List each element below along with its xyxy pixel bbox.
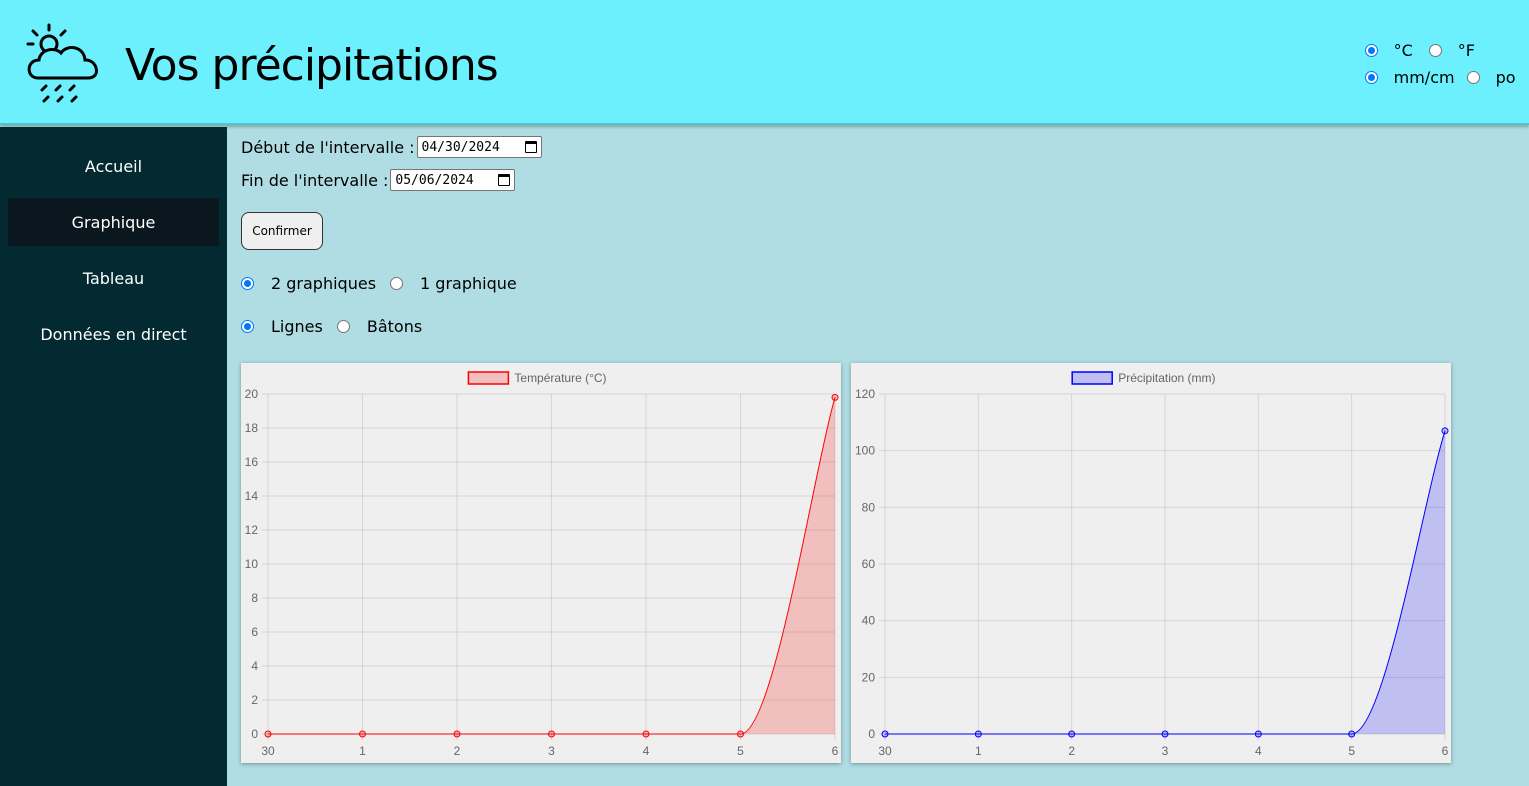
bars-label: Bâtons	[366, 317, 423, 336]
y-tick-label: 8	[251, 591, 258, 605]
x-tick-label: 30	[878, 744, 892, 758]
y-tick-label: 120	[855, 387, 875, 401]
start-date-value: 04/30/2024	[421, 139, 500, 155]
lines-radio[interactable]	[241, 320, 254, 333]
data-point[interactable]	[453, 730, 461, 738]
calendar-icon[interactable]	[524, 141, 537, 153]
data-point[interactable]	[1441, 427, 1449, 435]
y-tick-label: 20	[862, 670, 876, 684]
sidebar-item-accueil[interactable]: Accueil	[84, 156, 143, 176]
x-tick-label: 2	[454, 744, 461, 758]
data-point[interactable]	[737, 730, 744, 738]
inch-radio[interactable]	[1466, 71, 1480, 84]
data-point[interactable]	[359, 730, 366, 738]
page-title: Vos précipitations	[125, 40, 499, 91]
one-chart-radio[interactable]	[390, 277, 404, 290]
series-line	[268, 397, 836, 735]
y-tick-label: 40	[862, 614, 876, 628]
x-tick-label: 5	[1348, 744, 1355, 758]
x-tick-label: 30	[261, 744, 275, 758]
data-point[interactable]	[642, 730, 650, 738]
temp-unit-row: °C °F	[1364, 37, 1519, 64]
y-tick-label: 14	[245, 489, 259, 503]
end-date-row: Fin de l'intervalle : 05/06/2024	[241, 169, 516, 191]
y-tick-label: 100	[855, 444, 875, 458]
start-date-label: Début de l'intervalle :	[241, 137, 415, 157]
x-tick-label: 3	[548, 744, 555, 758]
y-tick-label: 2	[251, 693, 258, 707]
data-point[interactable]	[264, 730, 272, 738]
layout-options: 2 graphiques 1 graphique	[241, 274, 531, 293]
style-options: Lignes Bâtons	[241, 317, 436, 336]
data-point[interactable]	[548, 730, 555, 738]
calendar-icon[interactable]	[498, 174, 511, 186]
x-tick-label: 1	[975, 744, 982, 758]
precip-unit-row: mm/cm po	[1364, 64, 1519, 91]
unit-selector: °C °F mm/cm po	[1364, 37, 1519, 91]
y-tick-label: 4	[251, 659, 258, 673]
temperature-chart: Température (°C) 0 2 4 6 8 10 12 14 16 18 20 30 1 2 3 4 5…	[241, 363, 841, 763]
start-date-row: Début de l'intervalle : 04/30/2024	[241, 136, 542, 158]
data-point[interactable]	[1348, 730, 1356, 738]
data-point[interactable]	[1254, 730, 1262, 738]
x-tick-label: 6	[1442, 744, 1449, 758]
precipitation-chart-svg: Précipitation (mm) 0 20 40 60 80 100 120 30 1 2 3 4 5…	[855, 371, 1449, 758]
legend-label[interactable]: Température (°C)	[514, 371, 606, 385]
two-charts-radio[interactable]	[241, 277, 254, 290]
legend-swatch[interactable]	[467, 371, 510, 385]
series-line	[885, 430, 1446, 735]
lines-label: Lignes	[271, 317, 323, 336]
x-tick-label: 5	[737, 744, 744, 758]
y-tick-label: 6	[251, 625, 258, 639]
fahrenheit-label: °F	[1457, 41, 1475, 60]
y-tick-label: 20	[245, 387, 259, 401]
celsius-radio[interactable]	[1364, 44, 1378, 57]
fahrenheit-radio[interactable]	[1428, 44, 1442, 57]
x-tick-label: 3	[1162, 744, 1169, 758]
y-tick-label: 60	[862, 557, 876, 571]
confirm-button[interactable]: Confirmer	[241, 212, 323, 250]
end-date-input[interactable]: 05/06/2024	[390, 169, 516, 191]
y-tick-label: 16	[245, 455, 259, 469]
data-point[interactable]	[1068, 730, 1076, 738]
x-tick-label: 6	[832, 744, 839, 758]
cloud-sun-rain-icon	[26, 23, 98, 103]
data-point[interactable]	[1161, 730, 1169, 738]
celsius-label: °C	[1393, 41, 1413, 60]
x-tick-label: 1	[359, 744, 366, 758]
legend-label[interactable]: Précipitation (mm)	[1118, 371, 1215, 385]
series-area	[885, 430, 1445, 734]
app-header: Vos précipitations °C °F mm/cm po	[0, 0, 1529, 125]
y-tick-label: 0	[251, 727, 258, 741]
series-area	[268, 397, 835, 734]
two-charts-label: 2 graphiques	[271, 274, 377, 293]
bars-radio[interactable]	[336, 320, 350, 333]
end-date-label: Fin de l'intervalle :	[241, 170, 389, 190]
end-date-value: 05/06/2024	[395, 172, 474, 188]
inch-label: po	[1495, 68, 1516, 87]
one-chart-label: 1 graphique	[420, 274, 517, 293]
y-tick-label: 0	[868, 727, 875, 741]
data-point[interactable]	[831, 393, 839, 401]
y-tick-label: 12	[245, 523, 259, 537]
sidebar: Accueil Graphique Tableau Données en dir…	[0, 127, 227, 786]
x-tick-label: 2	[1068, 744, 1075, 758]
x-tick-label: 4	[1255, 744, 1262, 758]
y-tick-label: 18	[245, 421, 259, 435]
mm-radio[interactable]	[1364, 71, 1378, 84]
y-tick-label: 80	[862, 500, 876, 514]
mm-label: mm/cm	[1393, 68, 1455, 87]
data-point[interactable]	[881, 730, 889, 738]
sidebar-item-graphique[interactable]: Graphique	[8, 198, 219, 246]
y-tick-label: 10	[245, 557, 259, 571]
sidebar-item-tableau[interactable]: Tableau	[82, 268, 145, 288]
start-date-input[interactable]: 04/30/2024	[416, 136, 542, 158]
data-point[interactable]	[974, 730, 982, 738]
sidebar-item-donnees-en-direct[interactable]: Données en direct	[40, 324, 187, 344]
precipitation-chart: Précipitation (mm) 0 20 40 60 80 100 120 30 1 2 3 4 5…	[851, 363, 1451, 763]
x-tick-label: 4	[643, 744, 650, 758]
legend-swatch[interactable]	[1071, 371, 1113, 385]
